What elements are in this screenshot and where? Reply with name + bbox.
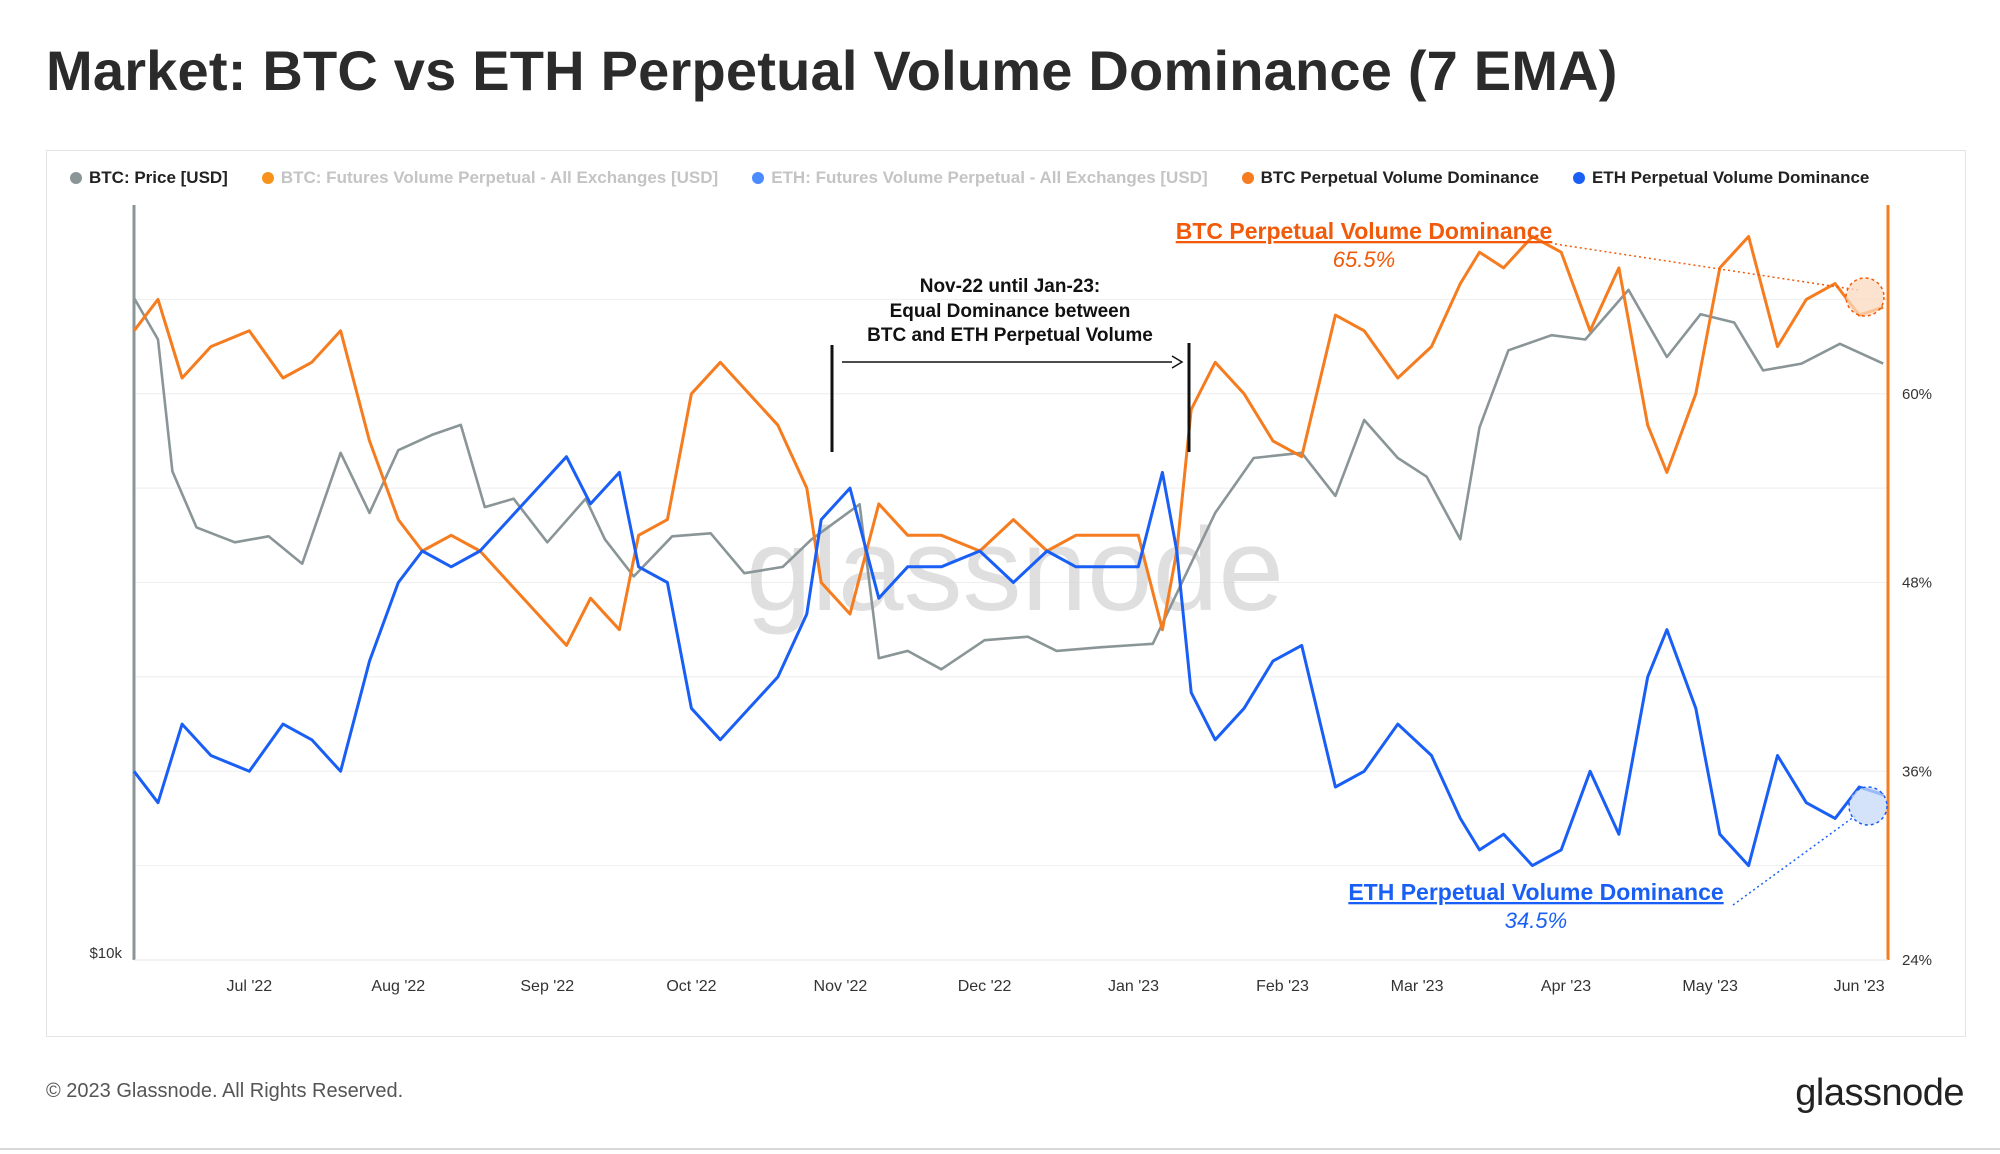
x-axis-tick-label: Jan '23 — [1108, 978, 1159, 995]
range-annotation-line1: Nov-22 until Jan-23: — [920, 276, 1101, 297]
btc-price-line — [132, 288, 1884, 671]
x-axis-tick-label: Jul '22 — [226, 978, 272, 995]
btc-endpoint-highlight — [1845, 277, 1885, 317]
chart-card — [46, 150, 1966, 1037]
page-title: Market: BTC vs ETH Perpetual Volume Domi… — [46, 39, 1618, 102]
footer-copyright: © 2023 Glassnode. All Rights Reserved. — [46, 1080, 404, 1102]
x-axis-tick-label: Oct '22 — [666, 978, 716, 995]
x-axis-tick-label: Nov '22 — [814, 978, 868, 995]
btc-dominance-callout-value: 65.5% — [1333, 247, 1395, 272]
legend-dot-btc-futures-volume — [261, 172, 274, 184]
x-axis-tick-label: Feb '23 — [1256, 978, 1309, 995]
range-annotation-line2: Equal Dominance between — [890, 301, 1131, 322]
btc-dominance-callout-label: BTC Perpetual Volume Dominance — [1176, 218, 1553, 244]
x-axis-ticks: Jul '22 Aug '22 Sep '22 Oct '22 Nov '22 Dec '… — [226, 978, 1884, 995]
legend-item-eth-futures-volume[interactable]: ETH: Futures Volume Perpetual - All Exch… — [752, 168, 1208, 188]
glassnode-logo[interactable]: glassnode — [1795, 1072, 1964, 1114]
chart-legend: BTC: Price [USD] BTC: Futures Volume Per… — [70, 168, 1869, 188]
legend-dot-btc-price — [70, 172, 82, 184]
bottom-divider — [0, 1148, 2000, 1150]
x-axis-tick-label: Apr '23 — [1541, 978, 1591, 995]
x-axis-tick-label: May '23 — [1682, 978, 1738, 995]
range-annotation-line3: BTC and ETH Perpetual Volume — [867, 325, 1153, 346]
right-axis-tick-label: 24% — [1902, 952, 1932, 969]
legend-label-eth-futures-volume: ETH: Futures Volume Perpetual - All Exch… — [771, 168, 1208, 187]
legend-item-btc-price[interactable]: BTC: Price [USD] — [70, 168, 228, 188]
eth-dominance-callout-value: 34.5% — [1505, 908, 1567, 933]
legend-label-btc-futures-volume: BTC: Futures Volume Perpetual - All Exch… — [280, 168, 719, 187]
eth-dominance-callout-label: ETH Perpetual Volume Dominance — [1348, 879, 1723, 905]
x-axis-tick-label: Mar '23 — [1391, 978, 1444, 995]
right-axis-ticks: 24% 36% 48% 60% — [1902, 386, 1932, 969]
legend-label-eth-dominance: ETH Perpetual Volume Dominance — [1591, 168, 1870, 187]
left-axis-tick: $10k — [89, 945, 122, 962]
range-arrow-head — [1171, 355, 1184, 369]
x-axis-tick-label: Aug '22 — [371, 978, 425, 995]
right-axis-tick-label: 36% — [1902, 763, 1932, 780]
right-axis-tick-label: 60% — [1902, 386, 1932, 403]
grid-lines — [134, 298, 1888, 867]
right-axis-tick-label: 48% — [1902, 575, 1932, 592]
x-axis-tick-label: Sep '22 — [520, 978, 574, 995]
legend-dot-eth-futures-volume — [752, 172, 765, 184]
x-axis-tick-label: Jun '23 — [1834, 978, 1885, 995]
x-axis-tick-label: Dec '22 — [958, 978, 1012, 995]
legend-item-eth-dominance[interactable]: ETH Perpetual Volume Dominance — [1572, 168, 1870, 188]
legend-dot-eth-dominance — [1572, 172, 1585, 184]
legend-dot-btc-dominance — [1241, 172, 1254, 184]
eth-callout-leader — [1732, 815, 1856, 906]
watermark: glassnode — [746, 504, 1284, 636]
eth-endpoint-highlight — [1848, 786, 1888, 826]
btc-dominance-line — [132, 235, 1884, 647]
legend-item-btc-dominance[interactable]: BTC Perpetual Volume Dominance — [1241, 168, 1539, 188]
series-layer — [132, 235, 1884, 868]
legend-label-btc-price: BTC: Price [USD] — [89, 168, 228, 187]
legend-item-btc-futures-volume[interactable]: BTC: Futures Volume Perpetual - All Exch… — [261, 168, 719, 188]
btc-callout-leader — [1554, 243, 1859, 291]
legend-label-btc-dominance: BTC Perpetual Volume Dominance — [1260, 168, 1539, 187]
eth-dominance-line — [132, 455, 1884, 868]
